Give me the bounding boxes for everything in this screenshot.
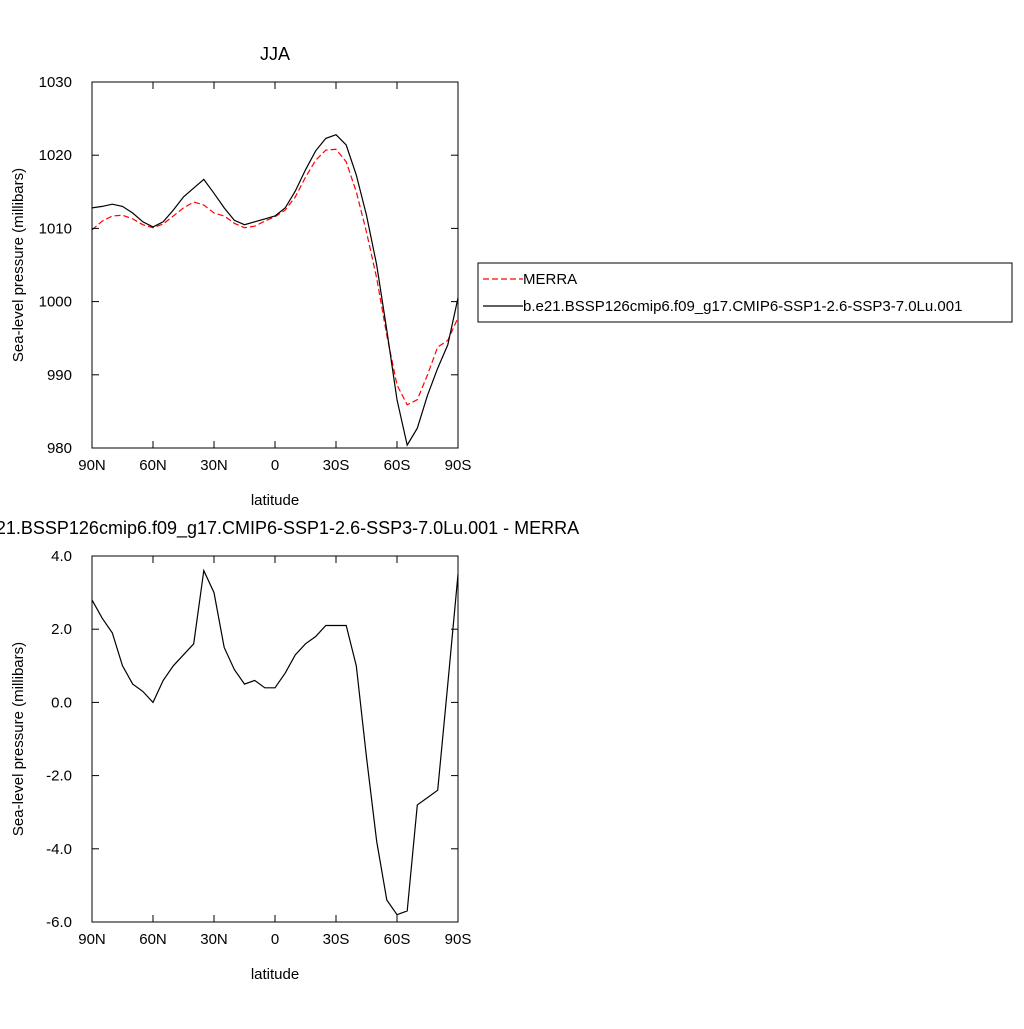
x-tick-label: 60N <box>139 931 167 948</box>
data-line <box>91 148 459 406</box>
chart-title: JJA <box>260 44 290 64</box>
y-tick-label: 1000 <box>39 294 72 311</box>
x-tick-label: 30N <box>200 931 228 948</box>
legend-box <box>477 262 1013 323</box>
x-axis-label: latitude <box>251 492 299 509</box>
x-tick-label: 0 <box>271 931 279 948</box>
x-tick-label: 60S <box>384 457 411 474</box>
y-tick-label: 0.0 <box>51 694 72 711</box>
x-tick-label: 30N <box>200 457 228 474</box>
x-tick-label: 30S <box>323 931 350 948</box>
y-tick-label: 990 <box>47 367 72 384</box>
data-line <box>91 134 459 447</box>
x-tick-label: 30S <box>323 457 350 474</box>
y-axis-label: Sea-level pressure (millibars) <box>10 168 27 362</box>
x-axis-label: latitude <box>251 966 299 983</box>
x-tick-label: 60S <box>384 931 411 948</box>
y-tick-label: 1030 <box>39 74 72 91</box>
x-tick-label: 0 <box>271 457 279 474</box>
y-tick-label: -4.0 <box>46 841 72 858</box>
legend-label: b.e21.BSSP126cmip6.f09_g17.CMIP6-SSP1-2.… <box>523 298 962 315</box>
plot-frame <box>91 555 459 923</box>
y-tick-label: 1020 <box>39 147 72 164</box>
chart-title: b.e21.BSSP126cmip6.f09_g17.CMIP6-SSP1-2.… <box>0 518 579 539</box>
y-tick-label: 2.0 <box>51 621 72 638</box>
y-tick-label: 1010 <box>39 220 72 237</box>
x-tick-label: 90S <box>445 457 472 474</box>
x-tick-label: 90N <box>78 931 106 948</box>
y-axis-label: Sea-level pressure (millibars) <box>10 642 27 836</box>
y-tick-label: -2.0 <box>46 768 72 785</box>
x-tick-label: 90N <box>78 457 106 474</box>
legend-label: MERRA <box>523 271 577 288</box>
plot-frame <box>91 81 459 449</box>
x-tick-label: 90S <box>445 931 472 948</box>
y-tick-label: 980 <box>47 440 72 457</box>
data-line <box>91 568 459 916</box>
y-tick-label: -6.0 <box>46 914 72 931</box>
x-tick-label: 60N <box>139 457 167 474</box>
y-tick-label: 4.0 <box>51 548 72 565</box>
